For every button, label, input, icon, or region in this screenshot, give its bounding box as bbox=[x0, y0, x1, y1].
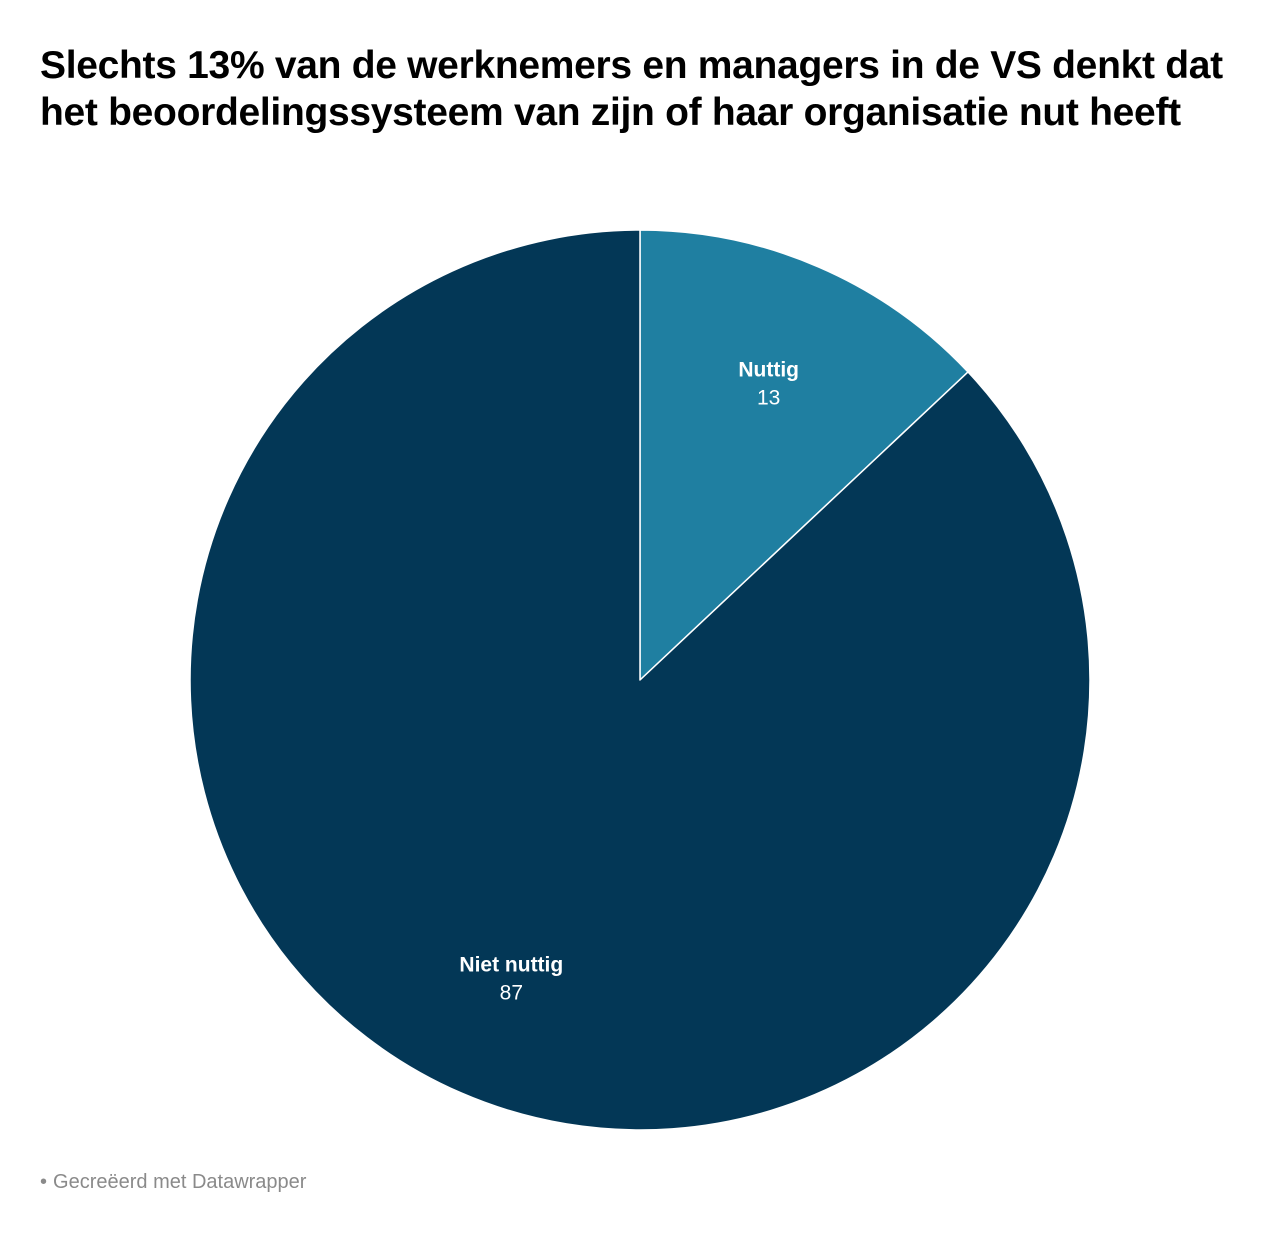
bullet-icon: • bbox=[40, 1171, 48, 1193]
slice-value-niet-nuttig: 87 bbox=[500, 981, 523, 1004]
slice-label-niet-nuttig: Niet nuttig bbox=[459, 953, 563, 976]
footer-credit: • Gecreëerd met Datawrapper bbox=[40, 1169, 306, 1195]
slice-value-nuttig: 13 bbox=[757, 387, 780, 410]
chart-title: Slechts 13% van de werknemers en manager… bbox=[40, 44, 1223, 134]
pie-slice-niet-nuttig bbox=[189, 229, 1091, 1131]
pie-slice-nuttig bbox=[639, 229, 969, 681]
slice-label-nuttig: Nuttig bbox=[738, 359, 799, 382]
footer-text: Gecreëerd met Datawrapper bbox=[53, 1171, 307, 1193]
